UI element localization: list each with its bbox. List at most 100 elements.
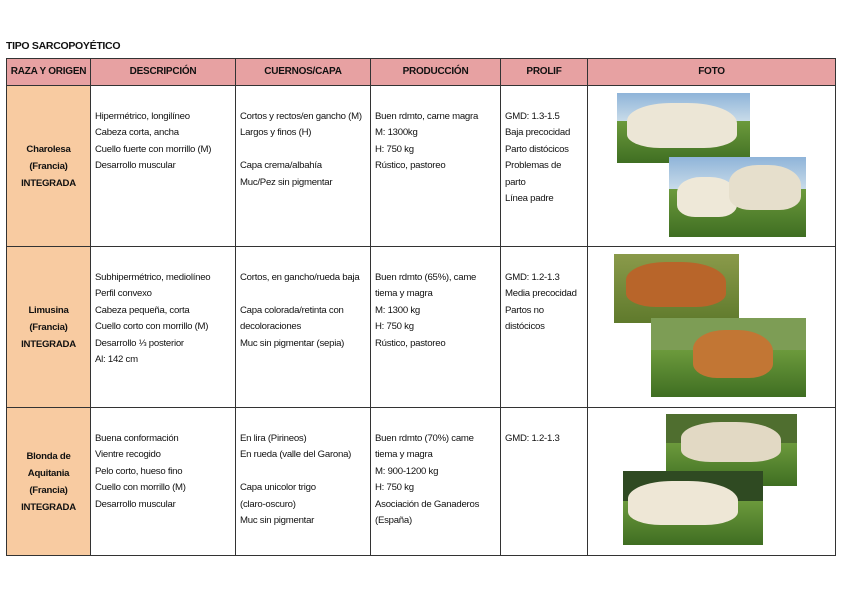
cell-line: En lira (Pirineos) (240, 433, 307, 444)
breed-line: Blonda de (26, 450, 71, 462)
cell-paragraph: Capa crema/albahía Muc/Pez sin pigmentar (240, 158, 370, 191)
cow (681, 422, 781, 462)
cell-line: Muc sin pigmentar (240, 515, 315, 527)
cell-line: Cortos y rectos/en gancho (M) (240, 111, 362, 122)
cell-line: Capa unicolor trigo (240, 482, 316, 494)
cell-line: GMD: 1.2-1.3 (505, 272, 560, 283)
breed-cell: Blonda de Aquitania (Francia) INTEGRADA (6, 407, 91, 556)
table-cell: Subhipermétrico, mediolíneo Perfil convex… (90, 246, 236, 408)
cell-paragraph: GMD: 1.3-1.5 Baja precocidad Parto distóci… (505, 109, 587, 207)
cell-line: Rústico, pastoreo (375, 337, 446, 349)
cell-line: Capa crema/albahía (240, 160, 322, 172)
cell-line: Cuello corto con morrillo (M) (95, 321, 209, 333)
breed-line: (Francia) (29, 160, 68, 172)
photo (651, 318, 806, 397)
table-cell: GMD: 1.3-1.5 Baja precocidad Parto distóci… (500, 85, 588, 247)
cell-line: Problemas de (505, 160, 562, 172)
cell-paragraph: En lira (Pirineos) En rueda (valle del Ga… (240, 431, 370, 464)
cow (627, 103, 737, 148)
table-cell: Buena conformación Vientre recogido Pelo c… (90, 407, 236, 556)
cell-line: Rústico, pastoreo (375, 160, 446, 172)
photo-cell (587, 407, 836, 556)
cell-line: Muc sin pigmentar (sepia) (240, 337, 345, 349)
cell-line: Media precocidad (505, 288, 577, 300)
cell-line: Cabeza corta, ancha (95, 127, 179, 139)
cell-paragraph: Capa unicolor trigo (claro-oscuro) Muc sin… (240, 480, 370, 529)
breed-line: (Francia) (29, 484, 68, 496)
cell-line: Cabeza pequeña, corta (95, 304, 190, 316)
breed-line: INTEGRADA (21, 338, 76, 350)
cell-paragraph: Subhipermétrico, mediolíneo Perfil convex… (95, 270, 235, 368)
cell-line: Pelo corto, hueso fino (95, 465, 183, 477)
cell-line: H: 750 kg (375, 321, 414, 333)
cell-line: Partos no (505, 304, 544, 316)
breed-line: INTEGRADA (21, 501, 76, 513)
cell-line: GMD: 1.2-1.3 (505, 433, 560, 444)
cell-line: En rueda (valle del Garona) (240, 449, 352, 461)
cell-line: M: 1300kg (375, 127, 418, 139)
cow (729, 165, 801, 210)
cell-line: decoloraciones (240, 321, 302, 333)
photo (669, 157, 806, 237)
column-header: PROLIF (500, 58, 588, 86)
table-cell: Buen rdmto (65%), came tiema y magra M: 13… (370, 246, 501, 408)
cell-paragraph: Cortos y rectos/en gancho (M) Largos y fi… (240, 109, 370, 142)
table-cell: Cortos, en gancho/rueda baja Capa colorad… (235, 246, 371, 408)
cell-line: Perfil convexo (95, 288, 152, 300)
cell-line: (claro-oscuro) (240, 498, 296, 510)
cell-line: Desarrollo muscular (95, 160, 176, 172)
cell-line: Asociación de Ganaderos (375, 498, 480, 510)
cell-line: Capa colorada/retinta con (240, 304, 344, 316)
cell-line: Buen rdmto, carne magra (375, 111, 479, 122)
cell-line: Cuello fuerte con morrillo (M) (95, 143, 212, 155)
cell-line: Buen rdmto (70%) came (375, 433, 474, 444)
breed-line: Limusina (28, 304, 69, 316)
cell-paragraph: Buen rdmto (70%) came tiema y magra M: 900… (375, 431, 500, 529)
cell-line: Desarrollo muscular (95, 498, 176, 510)
cell-line: Vientre recogido (95, 449, 161, 461)
cell-line: H: 750 kg (375, 482, 414, 494)
table-cell: GMD: 1.2-1.3 Media precocidad Partos no dis… (500, 246, 588, 408)
cell-line: Buena conformación (95, 433, 179, 444)
cell-line: Baja precocidad (505, 127, 571, 139)
cell-line: Cuello con morrillo (M) (95, 482, 186, 494)
cell-paragraph: Capa colorada/retinta con decoloraciones M… (240, 303, 370, 352)
cow (628, 481, 738, 525)
cell-line: Cortos, en gancho/rueda baja (240, 272, 360, 283)
cow (693, 330, 773, 378)
breed-line: Charolesa (26, 143, 71, 155)
breed-cell: Charolesa (Francia) INTEGRADA (6, 85, 91, 247)
cell-line: Buen rdmto (65%), came (375, 272, 477, 283)
cell-line: Al: 142 cm (95, 354, 138, 366)
cell-line: distócicos (505, 321, 545, 333)
column-header: FOTO (587, 58, 836, 86)
cow (677, 177, 737, 217)
column-header: PRODUCCIÓN (370, 58, 501, 86)
cell-line: M: 900-1200 kg (375, 465, 439, 477)
cell-paragraph: GMD: 1.2-1.3 Media precocidad Partos no dis… (505, 270, 587, 336)
cell-line: GMD: 1.3-1.5 (505, 111, 560, 122)
photo (614, 254, 739, 323)
breed-cell: Limusina (Francia) INTEGRADA (6, 246, 91, 408)
cell-line: Línea padre (505, 193, 554, 205)
cell-line: Parto distócicos (505, 143, 569, 155)
cell-paragraph: Cortos, en gancho/rueda baja (240, 270, 370, 286)
cell-line: Hipermétrico, longilíneo (95, 111, 190, 122)
cell-line: Muc/Pez sin pigmentar (240, 176, 333, 188)
cow (626, 262, 726, 307)
table-cell: Buen rdmto (70%) came tiema y magra M: 900… (370, 407, 501, 556)
column-header: DESCRIPCIÓN (90, 58, 236, 86)
cell-line: M: 1300 kg (375, 304, 420, 316)
cell-line: tiema y magra (375, 288, 433, 300)
cell-paragraph: GMD: 1.2-1.3 (505, 431, 587, 447)
cell-line: Largos y finos (H) (240, 127, 312, 139)
breed-line: (Francia) (29, 321, 68, 333)
column-header: RAZA Y ORIGEN (6, 58, 91, 86)
photo (623, 471, 763, 545)
cell-paragraph: Buen rdmto, carne magra M: 1300kg H: 750 k… (375, 109, 500, 175)
breed-line: INTEGRADA (21, 177, 76, 189)
cell-line: parto (505, 176, 526, 188)
photo (617, 93, 750, 163)
cell-line: Subhipermétrico, mediolíneo (95, 272, 211, 283)
